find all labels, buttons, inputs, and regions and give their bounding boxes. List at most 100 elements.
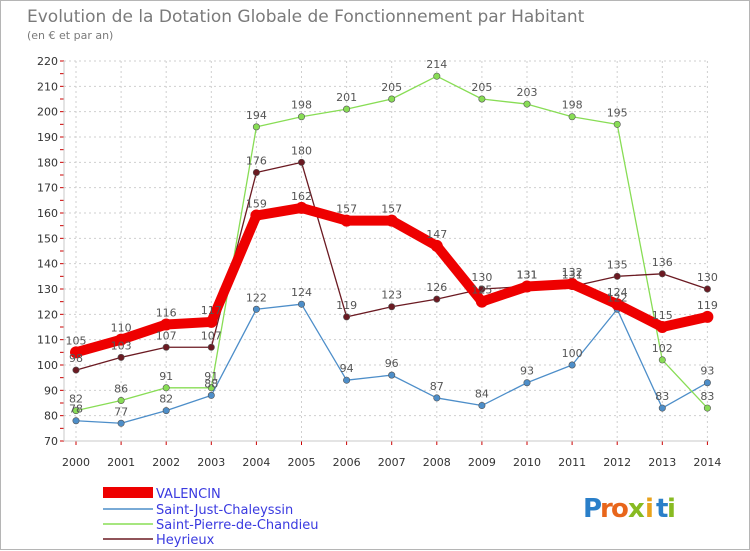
legend: VALENCINSaint-Just-ChaleyssinSaint-Pierr… <box>103 487 318 548</box>
logo-letter: i <box>667 494 676 524</box>
y-tick-label: 70 <box>44 435 58 448</box>
chart-subtitle: (en € et par an) <box>27 29 113 42</box>
data-point <box>388 371 396 379</box>
data-point <box>388 95 396 103</box>
data-label: 195 <box>607 106 628 119</box>
data-label: 116 <box>156 306 177 319</box>
data-point <box>568 361 576 369</box>
data-point <box>205 315 218 328</box>
data-label: 157 <box>336 203 357 216</box>
y-tick-label: 160 <box>37 207 58 220</box>
data-label: 130 <box>697 271 718 284</box>
y-tick-label: 180 <box>37 156 58 169</box>
data-point <box>117 396 125 404</box>
data-point <box>478 285 486 293</box>
data-point <box>340 214 353 227</box>
x-tick-label: 2006 <box>333 456 361 469</box>
data-point <box>162 343 170 351</box>
data-label: 93 <box>700 365 714 378</box>
data-label: 91 <box>204 370 218 383</box>
data-point <box>521 280 533 293</box>
y-tick-label: 200 <box>37 106 58 119</box>
x-tick-label: 2009 <box>468 456 496 469</box>
data-label: 131 <box>517 268 538 281</box>
data-label: 131 <box>517 268 538 281</box>
data-point <box>385 214 398 227</box>
data-label: 107 <box>156 329 177 342</box>
data-label: 117 <box>201 304 222 317</box>
data-point <box>703 379 711 387</box>
data-point <box>478 402 486 410</box>
y-tick-label: 80 <box>44 410 58 423</box>
logo-letter: t <box>656 494 668 524</box>
data-label: 162 <box>291 190 312 203</box>
data-point <box>701 310 714 323</box>
data-label: 147 <box>426 228 447 241</box>
legend-label: Saint-Pierre-de-Chandieu <box>156 518 318 533</box>
data-point <box>252 168 260 176</box>
data-point <box>207 384 215 392</box>
data-point <box>297 300 305 308</box>
logo-letter: i <box>645 494 654 524</box>
x-tick-label: 2010 <box>513 456 541 469</box>
data-label: 105 <box>66 334 87 347</box>
data-point <box>160 318 173 331</box>
data-label: 87 <box>430 380 444 393</box>
legend-swatch <box>103 487 153 498</box>
data-label: 180 <box>291 144 312 157</box>
data-label: 83 <box>700 390 714 403</box>
y-tick-label: 110 <box>37 334 58 347</box>
data-point <box>250 209 263 222</box>
data-point <box>613 120 621 128</box>
data-point <box>478 95 486 103</box>
x-tick-label: 2003 <box>197 456 225 469</box>
y-tick-label: 90 <box>44 384 58 397</box>
y-tick-label: 210 <box>37 80 58 93</box>
data-label: 157 <box>381 203 402 216</box>
data-label: 93 <box>520 365 534 378</box>
data-point <box>162 384 170 392</box>
x-tick-label: 2000 <box>62 456 90 469</box>
data-label: 103 <box>111 339 132 352</box>
data-point <box>613 272 621 280</box>
x-tick-label: 2002 <box>152 456 180 469</box>
data-label: 136 <box>652 256 673 269</box>
data-label: 102 <box>652 342 673 355</box>
data-point <box>433 72 441 80</box>
data-point <box>70 346 82 359</box>
data-label: 98 <box>69 352 83 365</box>
data-point <box>295 201 308 214</box>
data-point <box>297 113 305 121</box>
x-tick-label: 2013 <box>648 456 676 469</box>
x-tick-label: 2012 <box>603 456 631 469</box>
data-label: 124 <box>607 286 628 299</box>
data-point <box>343 376 351 384</box>
x-tick-label: 2004 <box>242 456 270 469</box>
y-tick-label: 100 <box>37 359 58 372</box>
y-tick-label: 220 <box>37 55 58 68</box>
data-point <box>658 270 666 278</box>
x-tick-label: 2011 <box>558 456 586 469</box>
data-label: 77 <box>114 405 128 418</box>
data-point <box>343 105 351 113</box>
data-point <box>72 407 80 415</box>
data-label: 194 <box>246 109 267 122</box>
data-point <box>72 417 80 425</box>
x-tick-label: 2014 <box>693 456 721 469</box>
data-point <box>658 356 666 364</box>
x-tick-label: 2007 <box>378 456 406 469</box>
data-label: 205 <box>471 81 492 94</box>
data-point <box>343 313 351 321</box>
y-tick-label: 150 <box>37 232 58 245</box>
data-point <box>162 407 170 415</box>
data-label: 198 <box>291 99 312 112</box>
data-point <box>207 343 215 351</box>
x-tick-label: 2005 <box>288 456 316 469</box>
data-label: 78 <box>69 403 83 416</box>
data-label: 82 <box>69 393 83 406</box>
data-label: 115 <box>652 309 673 322</box>
data-label: 205 <box>381 81 402 94</box>
data-label: 91 <box>159 370 173 383</box>
